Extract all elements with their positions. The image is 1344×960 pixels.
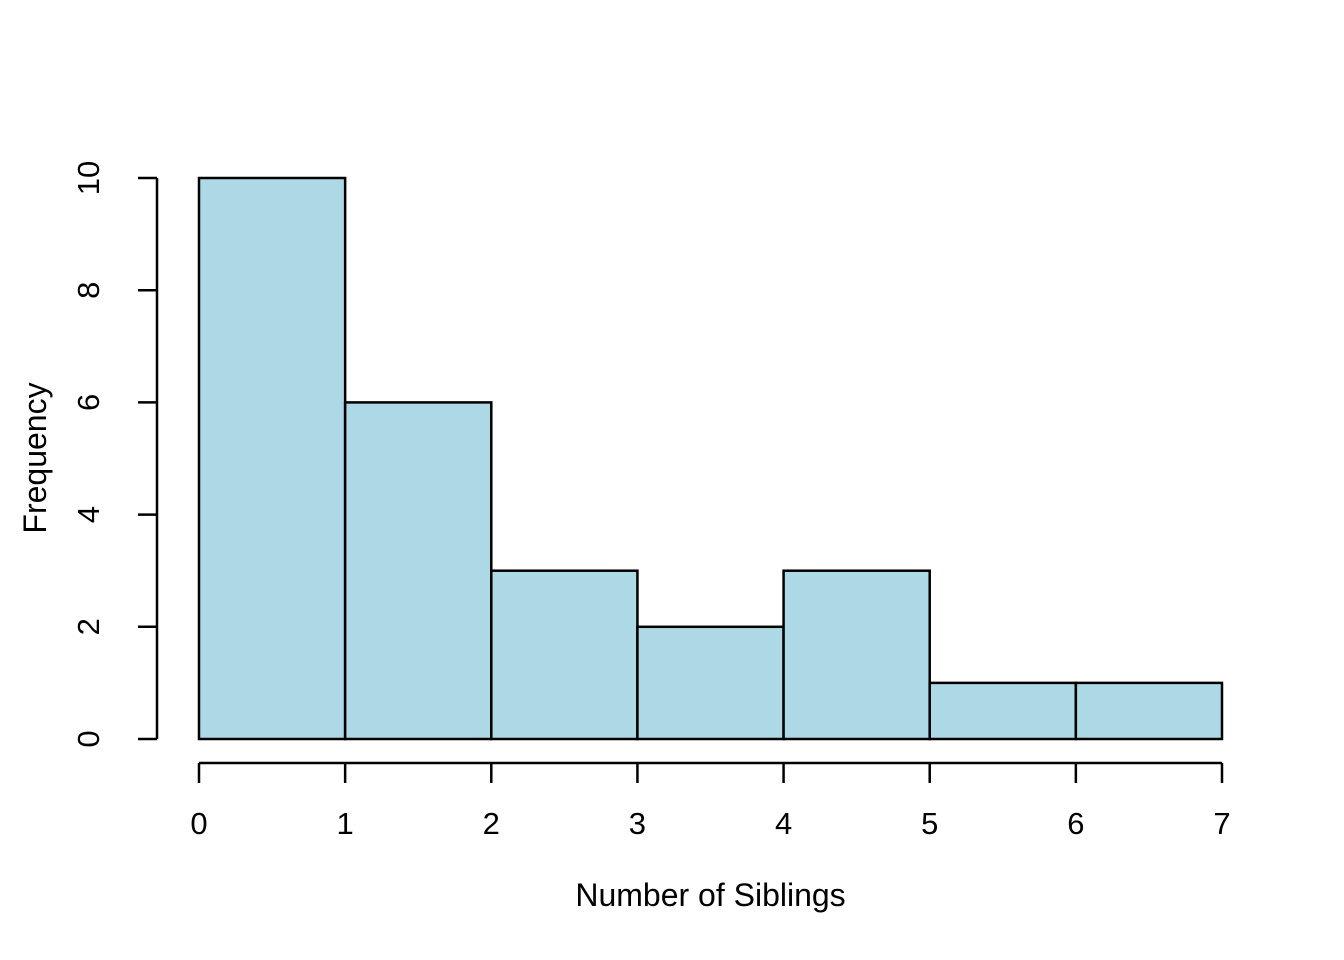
y-axis-title: Frequency	[17, 382, 53, 533]
x-tick-label: 3	[629, 806, 646, 841]
y-axis: 0 2 4 6 8 10	[71, 161, 159, 748]
y-tick-label: 0	[71, 730, 106, 747]
x-tick-label: 2	[483, 806, 500, 841]
y-tick-label: 2	[71, 618, 106, 635]
y-tick-label: 8	[71, 282, 106, 299]
x-axis-title: Number of Siblings	[575, 877, 845, 913]
x-tick-label: 6	[1067, 806, 1084, 841]
y-tick-label: 10	[71, 161, 106, 195]
histogram-bar	[928, 681, 1078, 741]
y-tick-label: 6	[71, 394, 106, 411]
histogram-bar	[1074, 681, 1224, 741]
y-tick-label: 4	[71, 506, 106, 523]
x-tick-label: 4	[775, 806, 792, 841]
x-axis: 0 1 2 3 4 5 6 7	[190, 761, 1231, 841]
histogram-bar	[197, 176, 347, 741]
histogram-bar	[636, 625, 785, 741]
histogram-bar	[782, 569, 931, 741]
x-tick-label: 0	[190, 806, 207, 841]
histogram-bar	[490, 569, 639, 741]
x-tick-label: 1	[337, 806, 354, 841]
x-tick-label: 7	[1213, 806, 1230, 841]
x-tick-label: 5	[921, 806, 938, 841]
histogram-bar	[343, 401, 493, 741]
bars-group	[197, 176, 1224, 741]
